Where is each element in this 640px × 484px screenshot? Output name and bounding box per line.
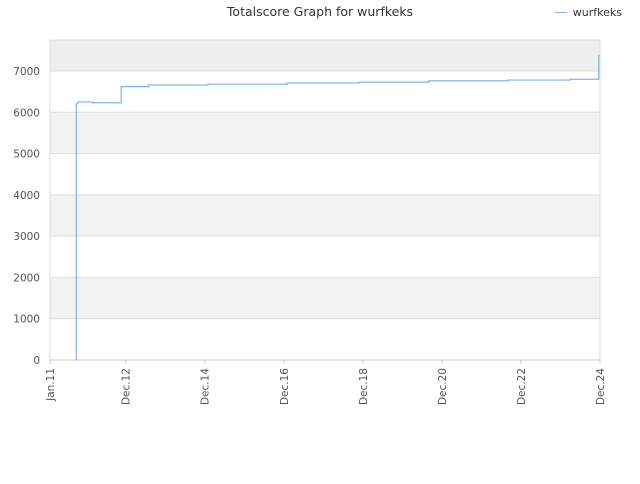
series-point [598, 54, 600, 56]
series-point [428, 80, 430, 82]
plot-band [50, 70, 600, 113]
series-point [92, 102, 94, 104]
x-tick-label: Dec.20 [437, 368, 449, 405]
plot-band [50, 318, 600, 360]
series-point [148, 84, 150, 86]
plot-band-top [50, 40, 600, 71]
series-point [597, 78, 599, 80]
plot-band [50, 194, 600, 237]
y-tick-label: 2000 [13, 272, 40, 284]
y-tick-label: 5000 [13, 149, 40, 161]
x-tick-label: Jan.11 [45, 368, 57, 402]
series-point [120, 102, 122, 104]
y-tick-label: 0 [33, 355, 40, 367]
plot-band [50, 236, 600, 278]
plot-band [50, 112, 600, 154]
x-tick-label: Dec.18 [358, 368, 370, 405]
series-point [507, 79, 509, 81]
x-tick-label: Dec.14 [200, 368, 212, 405]
legend-label: wurfkeks [572, 6, 622, 19]
y-tick-label: 7000 [13, 66, 40, 78]
series-point [75, 359, 77, 361]
y-tick-label: 6000 [13, 107, 40, 119]
series-point [75, 103, 77, 105]
plot-band [50, 153, 600, 195]
series-point [207, 83, 209, 85]
series-point [286, 82, 288, 84]
series-point [77, 101, 79, 103]
chart-title: Totalscore Graph for wurfkeks [226, 4, 414, 19]
x-tick-label: Dec.12 [121, 368, 133, 405]
series-point [358, 81, 361, 83]
x-tick-label: Dec.16 [279, 368, 291, 405]
legend[interactable]: wurfkeks [554, 6, 622, 19]
series-point [120, 86, 122, 88]
y-tick-label: 4000 [13, 190, 40, 202]
x-tick-label: Dec.24 [595, 368, 607, 405]
y-tick-label: 1000 [13, 314, 40, 326]
series-point [569, 78, 571, 80]
y-tick-label: 3000 [13, 231, 40, 243]
plot-band [50, 277, 600, 319]
legend-line-swatch [554, 12, 567, 13]
x-tick-label: Dec.22 [516, 368, 528, 405]
